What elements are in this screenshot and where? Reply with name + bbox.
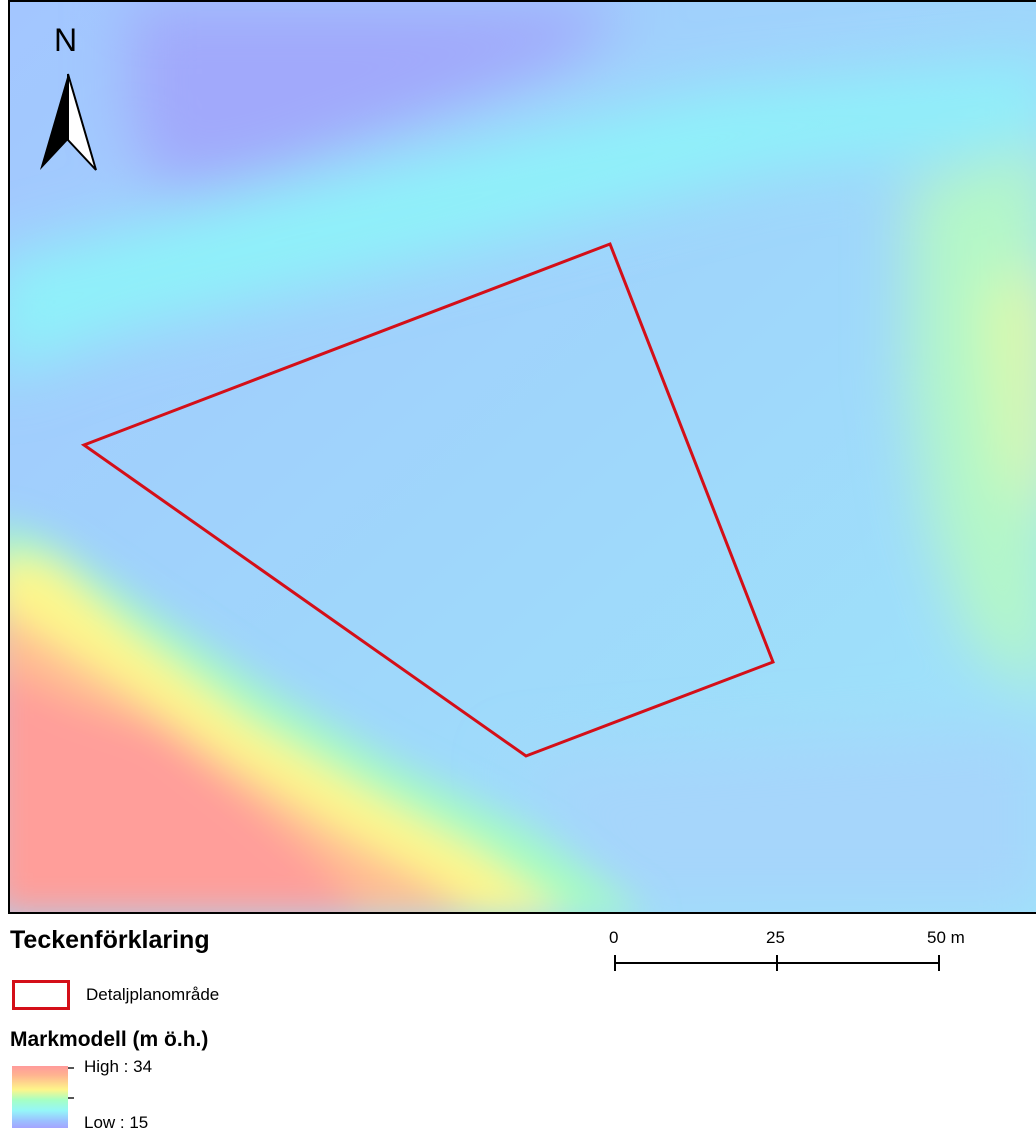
- elevation-low-label: Low : 15: [84, 1113, 149, 1132]
- elevation-legend-title: Markmodell (m ö.h.): [10, 1028, 209, 1051]
- plan-area-boundary: [80, 242, 775, 758]
- elevation-color-ramp: [12, 1066, 68, 1128]
- north-label: N: [54, 22, 78, 58]
- scale-tick: [938, 955, 940, 971]
- plan-area-legend-swatch: [12, 980, 70, 1010]
- scale-label-50: 50 m: [927, 928, 965, 947]
- legend-title: Teckenförklaring: [10, 926, 210, 954]
- scale-tick: [614, 955, 616, 971]
- ramp-tick-high: [68, 1067, 74, 1069]
- scale-label-25: 25: [766, 928, 785, 947]
- elevation-raster: [10, 2, 1036, 912]
- plan-area-legend-label: Detaljplanområde: [86, 985, 220, 1004]
- elevation-high-label: High : 34: [84, 1057, 153, 1076]
- ramp-tick-mid: [68, 1097, 74, 1099]
- scale-tick: [776, 955, 778, 971]
- scale-label-0: 0: [609, 928, 619, 947]
- map-view[interactable]: N: [8, 0, 1036, 914]
- north-arrow-icon: [40, 73, 97, 171]
